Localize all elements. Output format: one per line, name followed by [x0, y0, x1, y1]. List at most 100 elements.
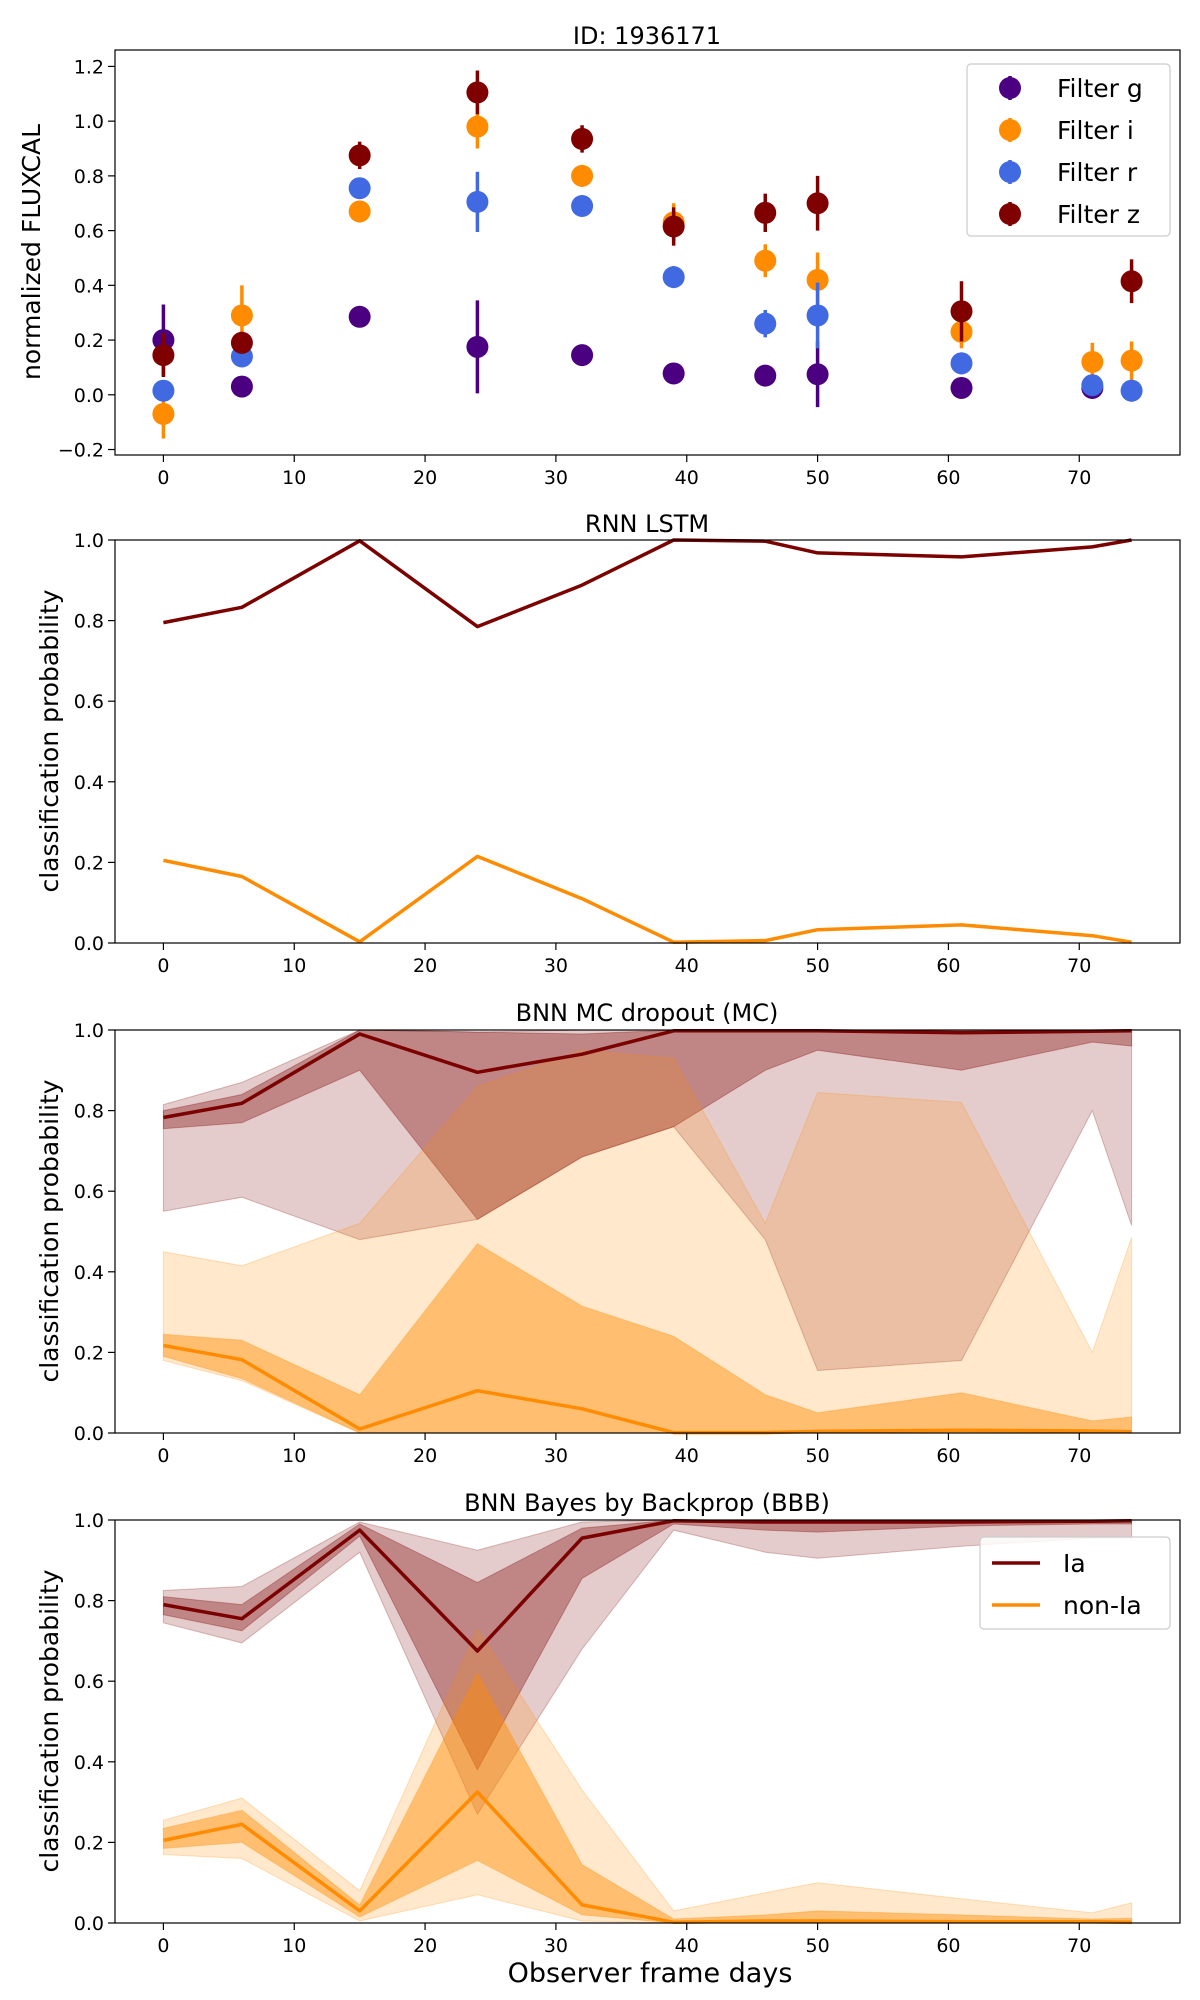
data-point-r — [806, 304, 829, 327]
x-tick-label: 70 — [1067, 1935, 1091, 1957]
legend: Ia non-Ia — [979, 1536, 1171, 1630]
x-tick-label: 20 — [413, 1935, 437, 1957]
x-axis-label: Observer frame days — [508, 1958, 793, 1989]
y-tick-label: 0.6 — [74, 691, 104, 713]
y-tick-label: 0.6 — [74, 1181, 104, 1203]
y-tick-label: 0.0 — [74, 1913, 104, 1935]
y-axis-label: classification probability — [35, 589, 64, 892]
y-tick-label: 0.8 — [74, 611, 104, 633]
data-point-r — [348, 177, 371, 200]
mc-dropout-marks — [162, 1029, 1133, 1435]
y-tick-label: 0.6 — [74, 221, 104, 243]
y-tick-label: 0.0 — [74, 1423, 104, 1445]
y-axis-label: normalized FLUXCAL — [17, 124, 46, 380]
x-tick-label: 50 — [805, 1935, 829, 1957]
panel-rnn-lstm: 0 10 20 30 40 50 60 70 0.0 0.2 0.4 0.6 0.8 1.0 RNN LS… — [35, 510, 1181, 977]
legend-label-i: Filter i — [1057, 116, 1134, 145]
data-point-i — [1081, 350, 1104, 373]
data-point-g — [806, 363, 829, 386]
x-tick-label: 50 — [805, 1445, 829, 1467]
y-tick-label: 0.4 — [74, 1752, 104, 1774]
data-point-z — [571, 127, 594, 150]
legend-marker-r — [999, 161, 1021, 183]
data-point-r — [152, 379, 175, 402]
legend: Filter g Filter i Filter r Filter z — [966, 63, 1171, 237]
x-tick-label: 30 — [544, 1935, 568, 1957]
light-curve-marks — [152, 70, 1143, 439]
x-tick-label: 40 — [675, 1935, 699, 1957]
x-tick-label: 60 — [936, 467, 960, 489]
axis-ticks: 0 10 20 30 40 50 60 70 0.0 0.2 0.4 0.6 0.8 1.0 — [74, 1020, 1092, 1467]
data-point-g — [230, 375, 253, 398]
x-tick-label: 0 — [157, 955, 169, 977]
legend-marker-i — [999, 119, 1021, 141]
x-tick-label: 10 — [282, 1445, 306, 1467]
uncertainty-band-outer-ia — [162, 1029, 1133, 1372]
data-point-r — [1081, 374, 1104, 397]
y-tick-label: 0.8 — [74, 1591, 104, 1613]
data-point-z — [806, 192, 829, 215]
data-point-g — [950, 376, 973, 399]
data-point-z — [754, 201, 777, 224]
x-tick-label: 70 — [1067, 1445, 1091, 1467]
x-tick-label: 40 — [675, 955, 699, 977]
data-point-z — [230, 331, 253, 354]
y-tick-label: 0.0 — [74, 933, 104, 955]
y-tick-label: 1.0 — [74, 530, 104, 552]
y-axis-label: classification probability — [35, 1079, 64, 1382]
y-tick-label: 0.2 — [74, 1832, 104, 1854]
x-tick-label: 20 — [413, 1445, 437, 1467]
x-tick-label: 40 — [675, 1445, 699, 1467]
axis-ticks: 0 10 20 30 40 50 60 70 0.0 0.2 0.4 0.6 0.8 1.0 — [74, 1510, 1092, 1957]
x-tick-label: 0 — [157, 1445, 169, 1467]
y-tick-label: 0.2 — [74, 330, 104, 352]
y-tick-label: 0.0 — [74, 385, 104, 407]
data-point-i — [1120, 349, 1143, 372]
data-point-g — [571, 344, 594, 367]
data-point-z — [466, 81, 489, 104]
x-tick-label: 30 — [544, 1445, 568, 1467]
x-tick-label: 70 — [1067, 467, 1091, 489]
x-tick-label: 20 — [413, 955, 437, 977]
uncertainty-band-inner-ia — [162, 1519, 1133, 1771]
y-tick-label: 0.2 — [74, 852, 104, 874]
legend-label-nonia: non-Ia — [1063, 1591, 1142, 1620]
series-line-ia — [163, 538, 1132, 629]
y-tick-label: 1.0 — [74, 1510, 104, 1532]
legend-marker-z — [999, 203, 1021, 225]
chart-title: RNN LSTM — [585, 510, 709, 538]
data-point-i — [571, 164, 594, 187]
plot-frame — [114, 1029, 1181, 1434]
data-point-z — [1120, 270, 1143, 293]
data-point-i — [152, 402, 175, 425]
x-tick-label: 10 — [282, 467, 306, 489]
data-point-z — [152, 344, 175, 367]
rnn-lstm-marks — [163, 538, 1132, 944]
data-point-z — [348, 144, 371, 167]
data-point-r — [466, 190, 489, 213]
data-point-i — [466, 115, 489, 138]
y-tick-label: 1.2 — [74, 56, 104, 78]
series-line-nonia — [163, 854, 1132, 944]
y-tick-label: 1.0 — [74, 1020, 104, 1042]
series-line-ia — [163, 1519, 1132, 1653]
data-point-r — [1120, 379, 1143, 402]
y-tick-label: −0.2 — [58, 440, 104, 462]
x-tick-label: 60 — [936, 955, 960, 977]
data-point-i — [806, 268, 829, 291]
x-tick-label: 10 — [282, 1935, 306, 1957]
chart-title: ID: 1936171 — [573, 22, 721, 50]
data-point-r — [754, 312, 777, 335]
y-tick-label: 0.8 — [74, 1101, 104, 1123]
legend-label-g: Filter g — [1057, 74, 1143, 103]
panel-light-curve: 0 10 20 30 40 50 60 70 −0.2 0.0 0.2 0.4 0.6 0.8 1.0 1.2… — [17, 22, 1181, 489]
y-tick-label: 0.6 — [74, 1671, 104, 1693]
x-tick-label: 60 — [936, 1935, 960, 1957]
x-tick-label: 50 — [805, 955, 829, 977]
data-point-r — [571, 194, 594, 217]
data-point-r — [662, 266, 685, 289]
bbb-marks — [162, 1519, 1133, 1924]
series-line-nonia — [163, 1790, 1132, 1924]
legend-marker-g — [999, 77, 1021, 99]
